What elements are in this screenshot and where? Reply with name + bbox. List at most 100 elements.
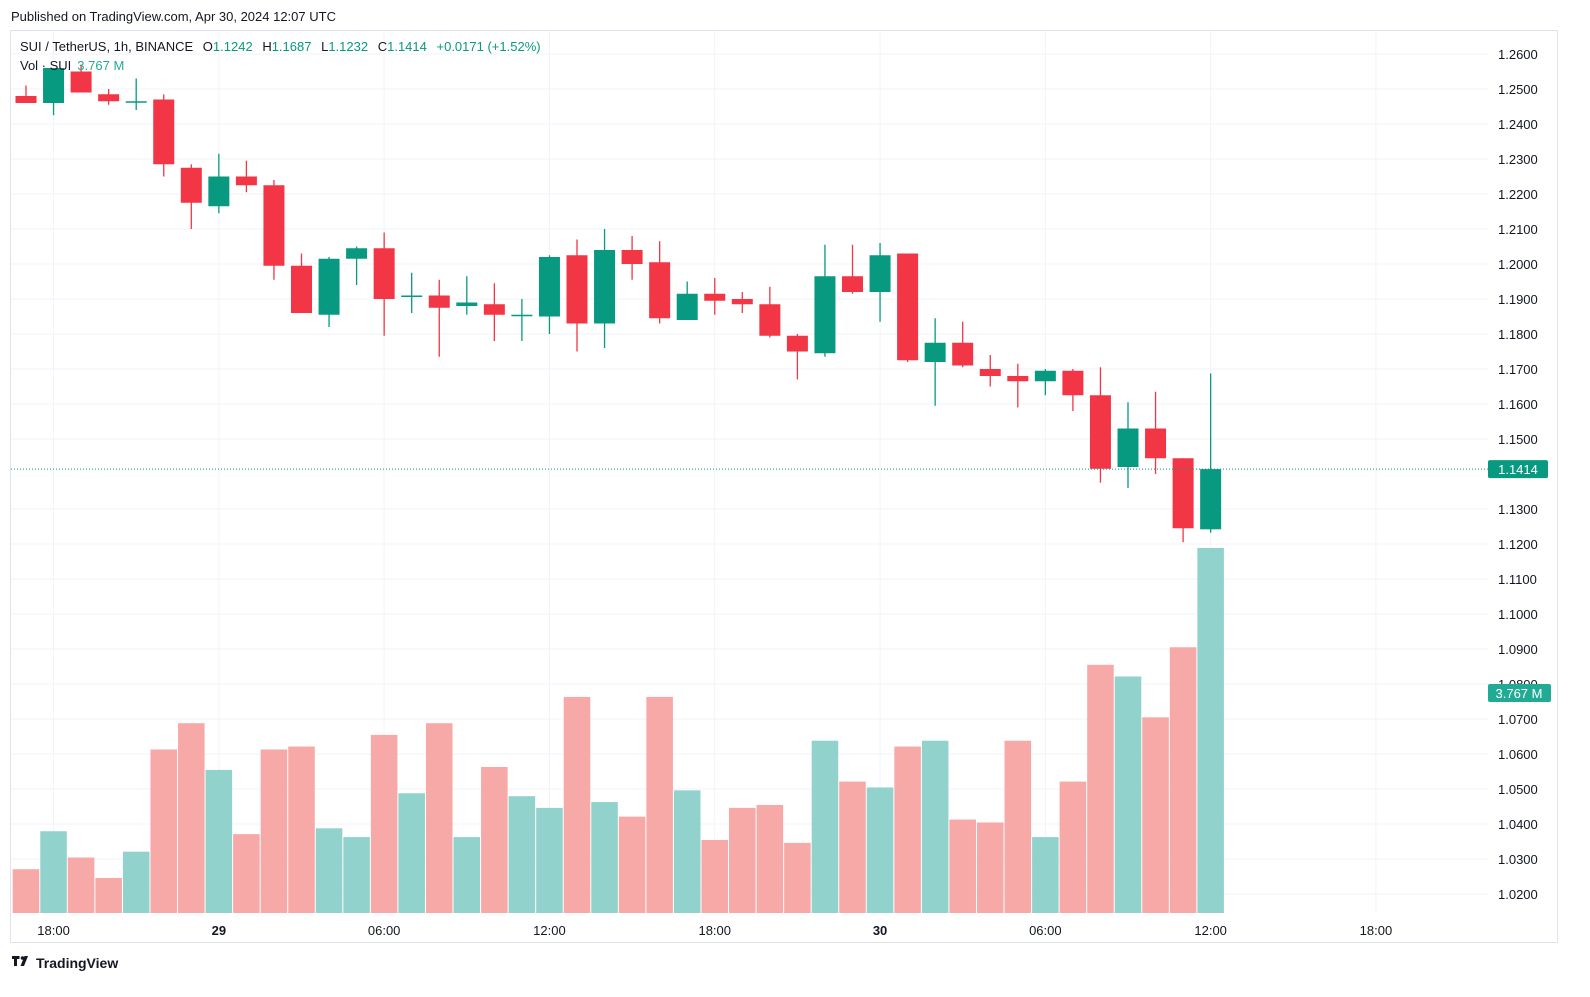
candle-body: [511, 314, 533, 317]
volume-bar: [894, 746, 921, 913]
volume-bar: [40, 831, 67, 913]
price-tick-label: 1.1300: [1498, 502, 1538, 517]
price-tick-label: 1.0500: [1498, 782, 1538, 797]
volume-bar: [425, 723, 453, 913]
time-axis: 18:00 29 06:00 12:00 18:00 30 06:00 12:00 18:00: [37, 923, 1392, 938]
candle-body: [842, 276, 863, 292]
low-label: L: [321, 39, 329, 54]
volume-bar: [453, 837, 481, 913]
price-tick-label: 1.2400: [1498, 117, 1538, 132]
candle-body: [897, 253, 919, 361]
candle-body: [786, 335, 808, 352]
price-tick-label: 1.0400: [1498, 817, 1538, 832]
candle-body: [979, 369, 1001, 376]
volume-bar: [1004, 740, 1032, 913]
volume-bar: [563, 696, 591, 913]
volume-bar: [260, 749, 288, 913]
candle-body: [235, 176, 257, 186]
volume-bar: [618, 816, 646, 913]
last-volume-label: 3.767 M: [1496, 686, 1543, 701]
candle-body: [704, 293, 726, 301]
candle-body: [401, 295, 423, 297]
candle-body: [15, 96, 37, 103]
candle-body: [346, 248, 368, 259]
volume-bar: [729, 807, 756, 913]
candle-body: [869, 255, 891, 292]
candle-body: [428, 295, 450, 308]
candle-body: [731, 299, 753, 305]
time-tick-label: 18:00: [1360, 923, 1393, 938]
volume-value: 3.767 M: [77, 58, 125, 73]
volume-legend: Vol · SUI 3.767 M: [20, 58, 124, 73]
candle-body: [43, 68, 65, 103]
volume-bar: [122, 851, 150, 913]
candle-body: [318, 258, 340, 315]
symbol-title: SUI / TetherUS, 1h, BINANCE: [20, 39, 194, 54]
volume-bar: [1059, 781, 1087, 913]
price-tick-label: 1.0300: [1498, 852, 1538, 867]
price-tick-label: 1.0900: [1498, 642, 1538, 657]
time-tick-label: 18:00: [37, 923, 70, 938]
price-tick-label: 1.1100: [1498, 572, 1537, 587]
time-tick-label: 12:00: [1194, 923, 1227, 938]
price-tick-label: 1.1700: [1498, 362, 1538, 377]
volume-bar: [536, 807, 563, 913]
high-value: 1.1687: [271, 39, 312, 54]
volume-bar: [756, 804, 784, 913]
brand-name: TradingView: [36, 955, 119, 971]
volume-bar: [370, 734, 398, 913]
candle-body: [180, 167, 202, 203]
price-tick-label: 1.2300: [1498, 152, 1538, 167]
volume-bar: [1087, 664, 1114, 913]
candle-body: [208, 176, 230, 207]
volume-bar: [591, 802, 618, 913]
candle-body: [594, 250, 616, 324]
candle-body: [1117, 428, 1139, 467]
open-value: 1.1242: [212, 39, 253, 54]
volume-bar: [1169, 647, 1197, 913]
price-tick-label: 1.2600: [1498, 47, 1538, 62]
price-tick-label: 1.0600: [1498, 747, 1538, 762]
volume-bar: [949, 819, 976, 913]
volume-bar: [67, 857, 95, 913]
volume-bar: [1032, 837, 1059, 913]
volume-bar: [481, 766, 508, 913]
time-tick-label: 06:00: [368, 923, 401, 938]
volume-bar: [1114, 676, 1142, 913]
candle-body: [814, 276, 836, 354]
volume-bar: [233, 834, 260, 913]
price-tick-label: 1.1500: [1498, 432, 1538, 447]
volume-bar: [866, 787, 894, 913]
chart-frame: [10, 30, 1558, 943]
tradingview-logo-icon: [12, 956, 28, 966]
volume-bars: [12, 547, 1224, 913]
price-tick-label: 1.0200: [1498, 887, 1538, 902]
volume-bar: [205, 769, 233, 913]
symbol-legend: SUI / TetherUS, 1h, BINANCE O1.1242 H1.1…: [20, 39, 541, 54]
candle-body: [291, 265, 312, 313]
volume-bar: [12, 869, 40, 913]
close-label: C: [377, 39, 388, 54]
volume-bar: [921, 740, 949, 913]
candle-body: [924, 342, 946, 362]
price-tick-label: 1.2100: [1498, 222, 1538, 237]
volume-bar: [976, 822, 1004, 913]
price-tick-label: 1.1900: [1498, 292, 1538, 307]
volume-bar: [1142, 717, 1169, 913]
last-volume-tag: [1488, 684, 1551, 702]
time-tick-label: 30: [873, 923, 887, 938]
price-tick-label: 1.2500: [1498, 82, 1538, 97]
tradingview-brand[interactable]: TradingView: [11, 955, 118, 971]
candle-body: [1172, 458, 1194, 529]
candles: [11, 64, 1488, 543]
candle-body: [952, 342, 974, 366]
candle-body: [649, 262, 671, 319]
candle-body: [483, 304, 505, 315]
time-tick-label: 06:00: [1029, 923, 1062, 938]
grid-lines: [11, 31, 1488, 913]
time-tick-label: 29: [212, 923, 226, 938]
change-value: +0.0171 (+1.52%): [436, 39, 541, 54]
candle-body: [373, 248, 395, 299]
time-tick-label: 12:00: [533, 923, 566, 938]
